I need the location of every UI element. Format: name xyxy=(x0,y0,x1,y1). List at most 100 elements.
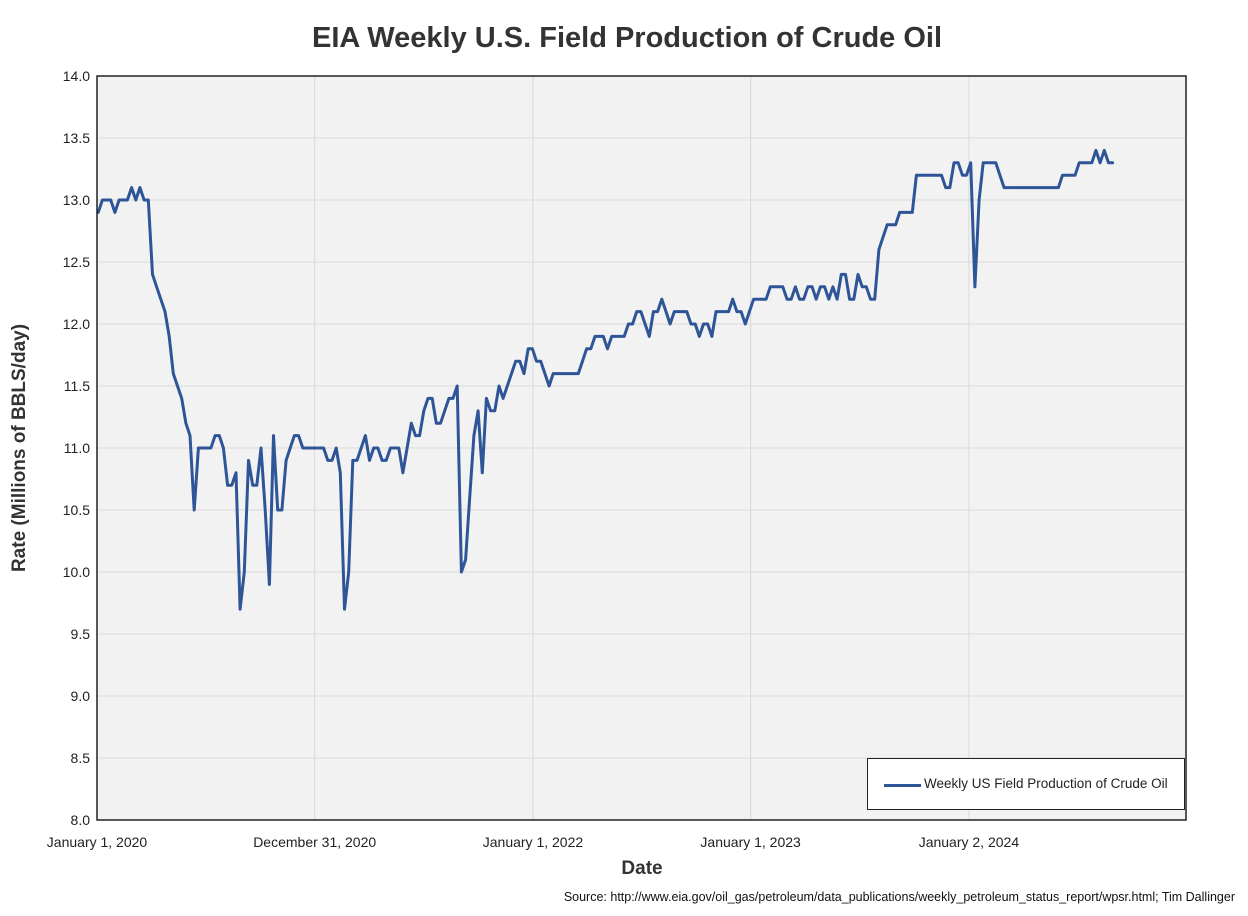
data-point xyxy=(147,198,150,202)
data-point xyxy=(881,236,885,239)
x-axis-label: Date xyxy=(621,858,663,879)
data-point xyxy=(1111,161,1114,164)
data-point xyxy=(1015,186,1018,189)
data-point xyxy=(602,335,605,338)
data-point xyxy=(364,434,367,437)
data-point xyxy=(410,422,413,425)
data-point xyxy=(698,335,701,338)
data-point xyxy=(485,397,488,400)
data-point xyxy=(631,322,634,326)
data-point xyxy=(209,446,213,450)
data-point xyxy=(760,298,764,301)
data-point xyxy=(961,174,964,177)
data-point xyxy=(126,198,129,202)
data-point xyxy=(610,335,613,338)
data-point xyxy=(794,285,797,288)
data-point xyxy=(197,446,200,450)
x-tick-label: January 1, 2022 xyxy=(483,834,584,850)
data-point xyxy=(639,310,643,313)
data-point xyxy=(564,372,567,375)
y-tick-label: 8.5 xyxy=(71,750,91,766)
data-point xyxy=(861,285,864,288)
data-point xyxy=(355,459,359,462)
legend: Weekly US Field Production of Crude Oil xyxy=(867,758,1185,810)
data-point xyxy=(184,422,188,425)
data-point xyxy=(468,496,471,499)
data-point xyxy=(142,198,146,202)
plot-frame xyxy=(96,75,1187,821)
data-point xyxy=(272,434,275,437)
data-point xyxy=(493,409,496,412)
data-point xyxy=(931,174,935,177)
data-point xyxy=(998,174,1002,177)
data-point xyxy=(802,298,805,301)
data-point xyxy=(405,446,409,450)
data-point xyxy=(752,298,755,301)
data-point xyxy=(1082,161,1085,164)
data-point xyxy=(264,508,267,512)
data-point xyxy=(251,484,254,487)
data-point xyxy=(330,459,334,462)
data-point xyxy=(643,322,647,326)
data-point xyxy=(439,422,442,425)
data-point xyxy=(259,446,263,450)
data-point xyxy=(618,335,622,338)
data-point xyxy=(719,310,722,313)
data-point xyxy=(873,298,876,301)
data-point xyxy=(660,298,663,301)
x-tick-label: January 2, 2024 xyxy=(919,834,1020,850)
data-point xyxy=(134,198,137,202)
series-layer xyxy=(96,148,1115,611)
data-point xyxy=(422,409,425,412)
data-point xyxy=(819,285,822,288)
data-point xyxy=(193,508,196,512)
data-point xyxy=(806,285,810,288)
data-point xyxy=(351,459,354,462)
data-point xyxy=(656,310,659,313)
data-point xyxy=(714,310,718,313)
data-point xyxy=(1019,186,1022,189)
data-point xyxy=(723,310,726,313)
data-point xyxy=(948,186,951,189)
data-point xyxy=(906,211,910,214)
data-point xyxy=(986,161,989,164)
data-point xyxy=(172,372,175,375)
data-point xyxy=(497,384,501,388)
data-point xyxy=(911,211,914,214)
data-point xyxy=(1069,174,1073,177)
data-point xyxy=(335,446,338,450)
data-point xyxy=(852,298,855,301)
data-point xyxy=(1040,186,1043,189)
data-point xyxy=(531,347,534,350)
data-point xyxy=(268,583,271,586)
x-tick-label: January 1, 2023 xyxy=(700,834,801,850)
data-point xyxy=(222,446,225,450)
data-point xyxy=(865,285,868,288)
data-point xyxy=(990,161,993,164)
y-tick-label: 10.0 xyxy=(63,564,90,580)
data-point xyxy=(389,446,392,450)
data-point xyxy=(117,198,121,202)
data-point xyxy=(435,422,438,425)
data-point xyxy=(1065,174,1068,177)
data-point xyxy=(739,310,743,313)
data-point xyxy=(510,372,513,375)
data-point xyxy=(163,310,167,313)
data-point xyxy=(731,298,734,301)
data-point xyxy=(326,459,329,462)
data-point xyxy=(101,198,104,202)
data-point xyxy=(969,161,972,164)
data-point xyxy=(380,459,384,462)
data-point xyxy=(234,471,238,474)
data-point xyxy=(648,335,651,338)
data-point xyxy=(823,285,826,288)
data-point xyxy=(706,322,709,326)
data-point xyxy=(138,186,142,189)
data-point xyxy=(276,508,279,512)
data-point xyxy=(756,298,759,301)
data-point xyxy=(393,446,396,450)
data-point xyxy=(627,322,630,326)
y-tick-label: 13.5 xyxy=(63,130,90,146)
data-point xyxy=(255,484,258,487)
data-point xyxy=(1028,186,1031,189)
